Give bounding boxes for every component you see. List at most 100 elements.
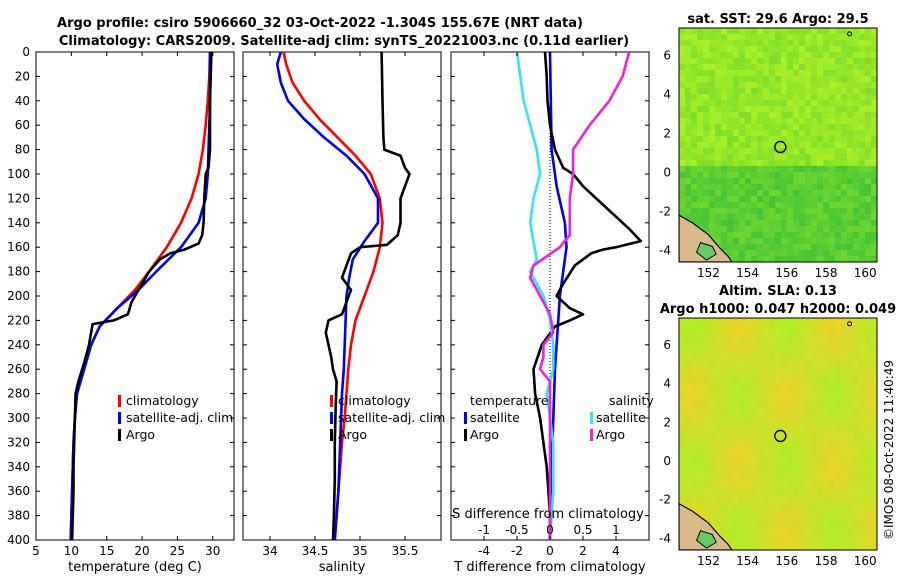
map-cell — [745, 528, 751, 534]
map-cell — [805, 318, 811, 324]
lon-tick-label: 156 — [775, 554, 798, 568]
map-cell — [835, 94, 841, 100]
map-cell — [757, 510, 763, 516]
map-cell — [817, 534, 823, 540]
map-cell — [865, 522, 871, 528]
map-cell — [829, 196, 835, 202]
lat-tick-label: 2 — [663, 415, 671, 429]
map-cell — [799, 480, 805, 486]
map-cell — [721, 190, 727, 196]
map-cell — [811, 238, 817, 244]
map-cell — [727, 202, 733, 208]
map-cell — [715, 414, 721, 420]
map-cell — [847, 432, 853, 438]
map-cell — [715, 28, 721, 34]
map-cell — [805, 208, 811, 214]
map-cell — [727, 28, 733, 34]
map-cell — [799, 184, 805, 190]
map-cell — [745, 34, 751, 40]
map-cell — [853, 178, 859, 184]
map-cell — [685, 480, 691, 486]
map-cell — [709, 196, 715, 202]
map-cell — [793, 220, 799, 226]
map-cell — [727, 76, 733, 82]
map-cell — [697, 106, 703, 112]
map-cell — [811, 366, 817, 372]
map-cell — [781, 396, 787, 402]
map-cell — [841, 426, 847, 432]
argo-position-marker — [774, 140, 787, 154]
map-cell — [865, 178, 871, 184]
map-cell — [751, 34, 757, 40]
map-cell — [835, 492, 841, 498]
map-cell — [757, 324, 763, 330]
map-cell — [769, 480, 775, 486]
map-cell — [823, 106, 829, 112]
map-cell — [757, 28, 763, 34]
map-cell — [811, 534, 817, 540]
map-cell — [769, 498, 775, 504]
map-cell — [787, 52, 793, 58]
map-cell — [793, 516, 799, 522]
map-cell — [871, 432, 877, 438]
map-cell — [727, 504, 733, 510]
map-cell — [775, 34, 781, 40]
map-cell — [829, 160, 835, 166]
map-cell — [775, 106, 781, 112]
map-cell — [763, 426, 769, 432]
map-cell — [739, 202, 745, 208]
map-cell — [847, 504, 853, 510]
map-cell — [787, 528, 793, 534]
map-cell — [799, 100, 805, 106]
map-cell — [733, 462, 739, 468]
map-cell — [793, 238, 799, 244]
map-cell — [829, 378, 835, 384]
map-cell — [733, 142, 739, 148]
map-cell — [835, 426, 841, 432]
map-cell — [691, 166, 697, 172]
map-cell — [787, 480, 793, 486]
map-cell — [871, 160, 877, 166]
map-cell — [721, 214, 727, 220]
map-cell — [793, 82, 799, 88]
map-cell — [835, 450, 841, 456]
map-cell — [733, 148, 739, 154]
map-cell — [835, 462, 841, 468]
map-cell — [817, 214, 823, 220]
map-cell — [793, 342, 799, 348]
map-cell — [703, 136, 709, 142]
map-cell — [829, 166, 835, 172]
map-cell — [823, 492, 829, 498]
map-cell — [691, 64, 697, 70]
map-cell — [799, 70, 805, 76]
map-cell — [787, 88, 793, 94]
map-cell — [721, 348, 727, 354]
map-cell — [823, 384, 829, 390]
map-cell — [847, 106, 853, 112]
map-cell — [703, 474, 709, 480]
depth-tick-label: 160 — [7, 240, 30, 254]
map-cell — [811, 438, 817, 444]
map-cell — [739, 88, 745, 94]
map-cell — [787, 166, 793, 172]
map-cell — [757, 46, 763, 52]
map-cell — [829, 348, 835, 354]
map-cell — [859, 348, 865, 354]
map-cell — [703, 420, 709, 426]
s-tick-label: 1 — [612, 523, 620, 537]
map-cell — [763, 534, 769, 540]
map-cell — [823, 94, 829, 100]
map-cell — [733, 324, 739, 330]
map-cell — [793, 52, 799, 58]
map-cell — [769, 238, 775, 244]
map-cell — [811, 498, 817, 504]
map-cell — [853, 46, 859, 52]
map-cell — [739, 190, 745, 196]
map-cell — [751, 354, 757, 360]
map-cell — [745, 390, 751, 396]
map-cell — [871, 214, 877, 220]
map-cell — [721, 318, 727, 324]
map-cell — [817, 82, 823, 88]
map-cell — [871, 528, 877, 534]
map-cell — [787, 366, 793, 372]
